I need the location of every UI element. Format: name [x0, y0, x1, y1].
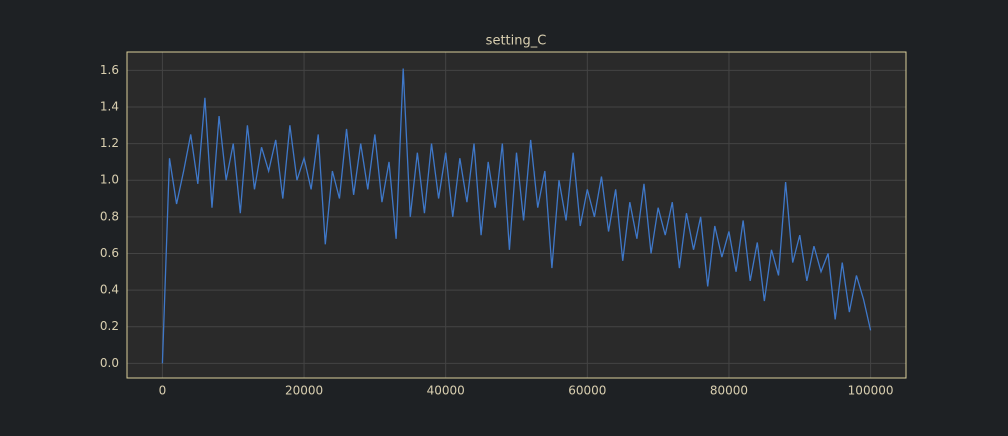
x-tick-label: 20000 — [285, 384, 323, 398]
y-tick-label: 0.8 — [100, 209, 119, 223]
x-tick-label: 0 — [159, 384, 167, 398]
y-tick-label: 1.0 — [100, 173, 119, 187]
line-series — [161, 68, 872, 364]
y-tick-label: 1.4 — [100, 99, 119, 113]
grid — [127, 52, 906, 378]
y-tick-label: 1.6 — [100, 63, 119, 77]
y-tick-label: 1.2 — [100, 136, 119, 150]
y-tick-label: 0.6 — [100, 246, 119, 260]
plot-frame — [126, 51, 907, 379]
x-tick-label: 60000 — [568, 384, 606, 398]
x-tick-label: 40000 — [427, 384, 465, 398]
marks — [161, 68, 872, 364]
y-tick-label: 0.0 — [100, 356, 119, 370]
x-tick-label: 100000 — [848, 384, 894, 398]
plot-area — [127, 52, 906, 378]
x-tick-label: 80000 — [710, 384, 748, 398]
y-tick-label: 0.2 — [100, 319, 119, 333]
y-tick-label: 0.4 — [100, 283, 119, 297]
chart-title: setting_C — [486, 34, 547, 49]
